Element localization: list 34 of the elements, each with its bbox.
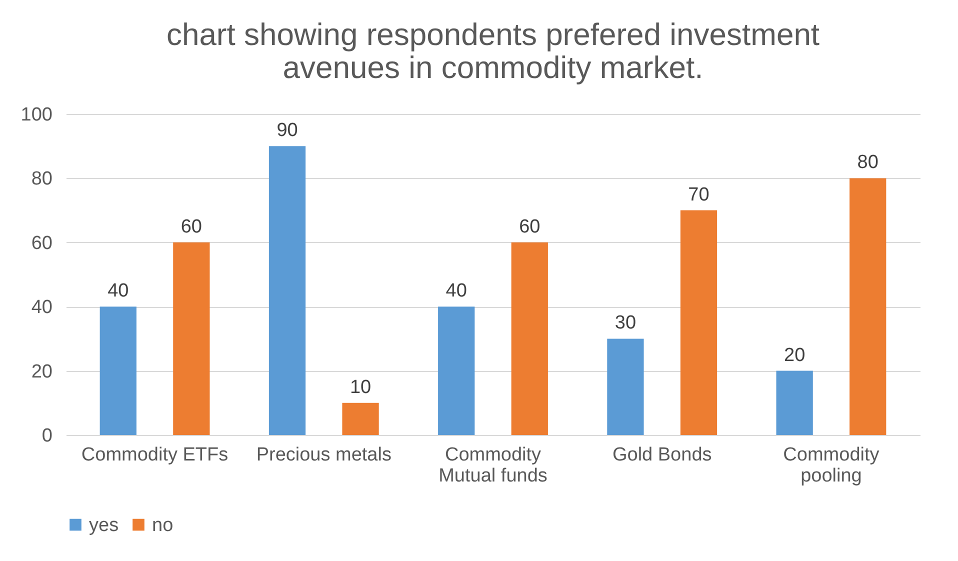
data-label: 40 bbox=[446, 280, 467, 302]
legend-label: no bbox=[152, 514, 174, 536]
x-tick-label: Gold Bonds bbox=[612, 444, 712, 466]
bar bbox=[607, 338, 644, 435]
bar bbox=[438, 306, 475, 435]
x-tick-label: Commodity Mutual funds bbox=[438, 444, 548, 486]
chart-title: chart showing respondents prefered investment avenues in commodity market. bbox=[166, 17, 820, 85]
bar bbox=[776, 370, 813, 435]
x-tick-label: Commodity ETFs bbox=[81, 444, 228, 466]
data-label: 20 bbox=[784, 344, 806, 366]
data-label: 80 bbox=[857, 152, 878, 174]
data-label: 70 bbox=[688, 184, 710, 206]
bar bbox=[268, 146, 306, 435]
data-label: 90 bbox=[276, 120, 298, 142]
y-tick-label: 100 bbox=[20, 104, 52, 126]
data-label: 30 bbox=[614, 312, 636, 334]
y-tick-label: 60 bbox=[31, 232, 52, 254]
data-label: 10 bbox=[350, 376, 372, 398]
bar bbox=[173, 242, 210, 435]
bar bbox=[511, 242, 548, 435]
x-tick-label: Precious metals bbox=[256, 444, 392, 466]
legend-label: yes bbox=[89, 514, 119, 536]
data-label: 60 bbox=[180, 216, 202, 238]
bar bbox=[342, 402, 379, 435]
data-label: 60 bbox=[519, 216, 540, 238]
y-tick-label: 20 bbox=[31, 361, 52, 382]
x-tick-label: Commodity pooling bbox=[783, 444, 880, 486]
data-label: 40 bbox=[108, 280, 129, 302]
bar bbox=[680, 210, 718, 435]
y-tick-label: 40 bbox=[31, 297, 52, 318]
bar bbox=[850, 178, 886, 435]
y-tick-label: 80 bbox=[31, 168, 52, 190]
y-tick-label: 0 bbox=[42, 426, 52, 446]
bar bbox=[100, 306, 136, 435]
